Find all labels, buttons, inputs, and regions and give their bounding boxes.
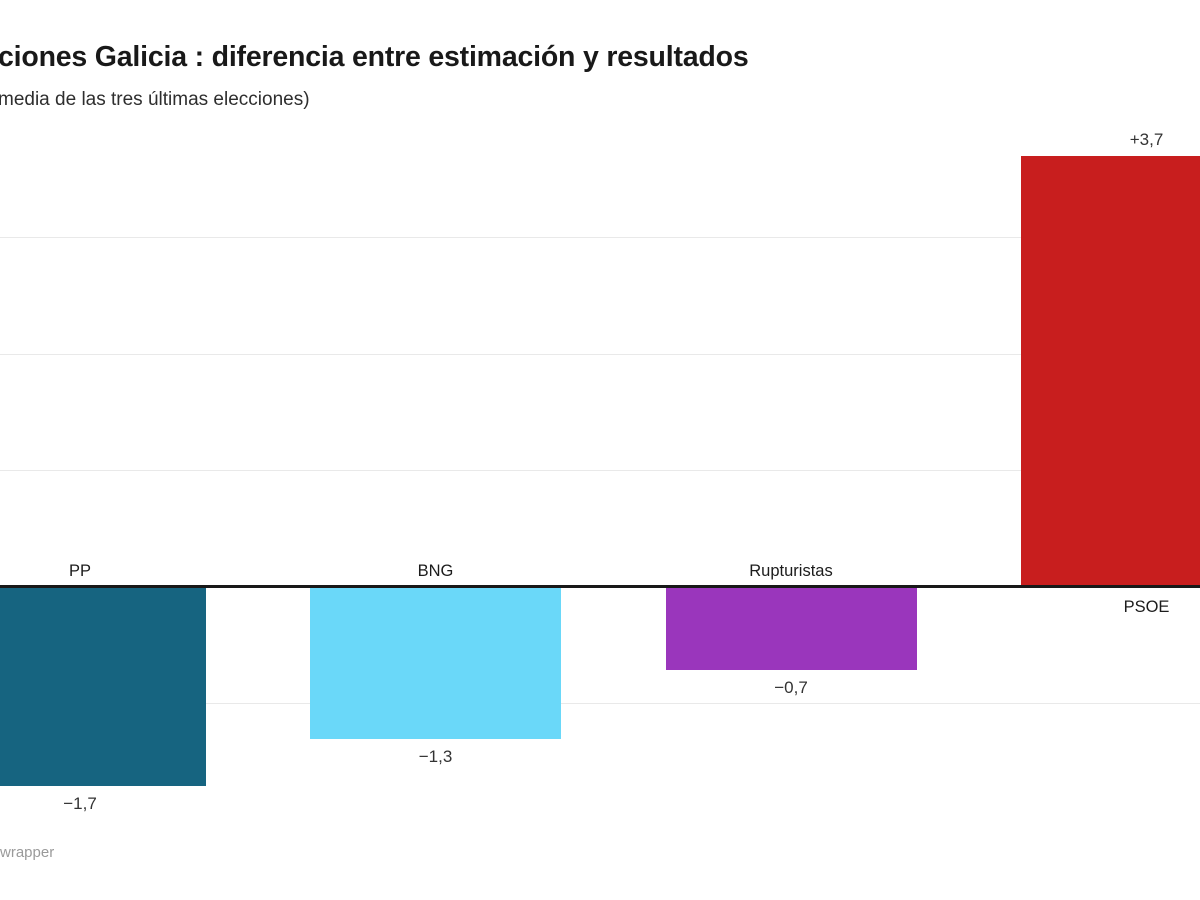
gridline--1	[0, 703, 1200, 704]
gridline-1	[0, 470, 1200, 471]
bar-psoe	[1021, 155, 1200, 587]
chart-subtitle: media de las tres últimas elecciones)	[0, 89, 310, 110]
value-label-pp: −1,7	[63, 794, 97, 814]
category-label-bng: BNG	[417, 562, 454, 580]
datawrapper-attribution-link[interactable]: wrapper	[0, 844, 55, 861]
bar-rupturistas	[665, 588, 917, 670]
gridline-2	[0, 353, 1200, 355]
value-label-rupturistas: −0,7	[774, 677, 808, 697]
zero-axis-line	[0, 585, 1200, 588]
value-label-psoe: +3,7	[1129, 129, 1164, 149]
category-label-psoe: PSOE	[1123, 598, 1170, 616]
bar-pp	[0, 588, 206, 787]
gridline-3	[0, 237, 1200, 238]
category-label-rupturistas: Rupturistas	[749, 562, 833, 580]
category-label-pp: PP	[68, 562, 91, 580]
value-label-bng: −1,3	[418, 747, 453, 767]
chart-title: ciones Galicia : diferencia entre estima…	[0, 41, 749, 73]
bar-bng	[310, 588, 561, 740]
